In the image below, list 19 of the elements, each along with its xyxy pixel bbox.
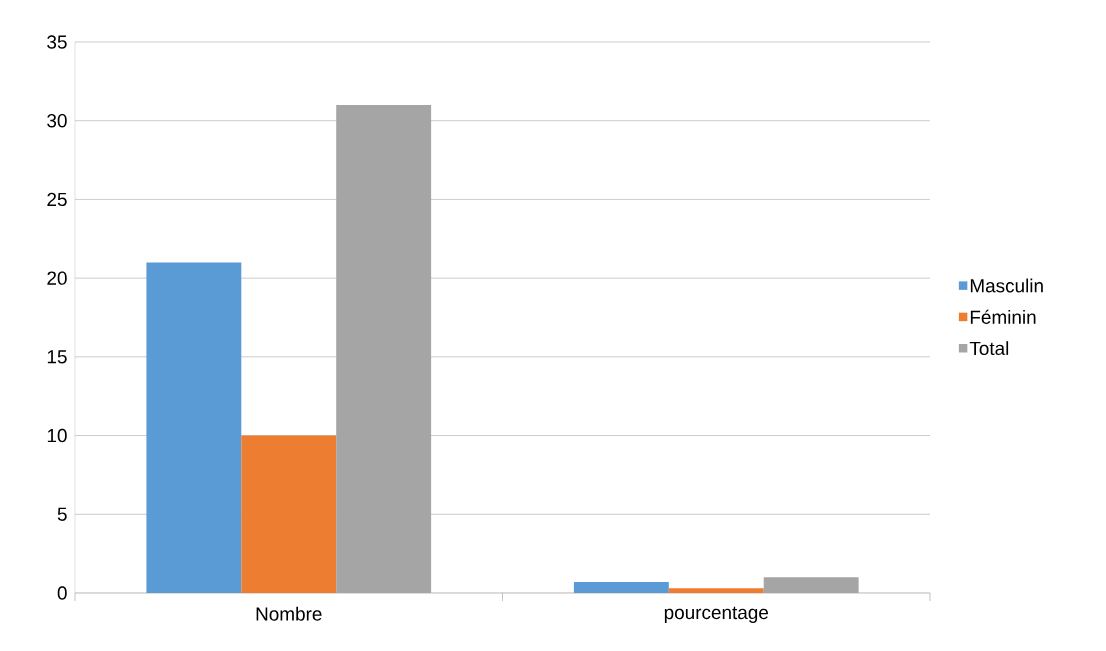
y-tick-label: 35: [47, 35, 67, 49]
y-tick-label: 15: [47, 350, 67, 364]
y-tick-label: 30: [47, 114, 67, 128]
y-tick-label: 0: [57, 586, 67, 600]
bar: [241, 435, 337, 593]
legend-label: Total: [969, 341, 1009, 356]
legend-label: Masculin: [970, 278, 1043, 293]
y-tick-label: 10: [47, 428, 67, 443]
bar: [336, 104, 432, 593]
x-tick-label: pourcentage: [664, 606, 769, 623]
bar: [146, 262, 242, 593]
bar: [668, 588, 764, 593]
legend-label: Féminin: [970, 309, 1036, 324]
y-tick-label: 5: [57, 507, 67, 521]
bar: [763, 577, 859, 593]
y-tick-label: 20: [47, 271, 67, 285]
bar: [573, 581, 669, 593]
x-tick-label: Nombre: [256, 606, 322, 621]
y-tick-label: 25: [47, 192, 67, 207]
